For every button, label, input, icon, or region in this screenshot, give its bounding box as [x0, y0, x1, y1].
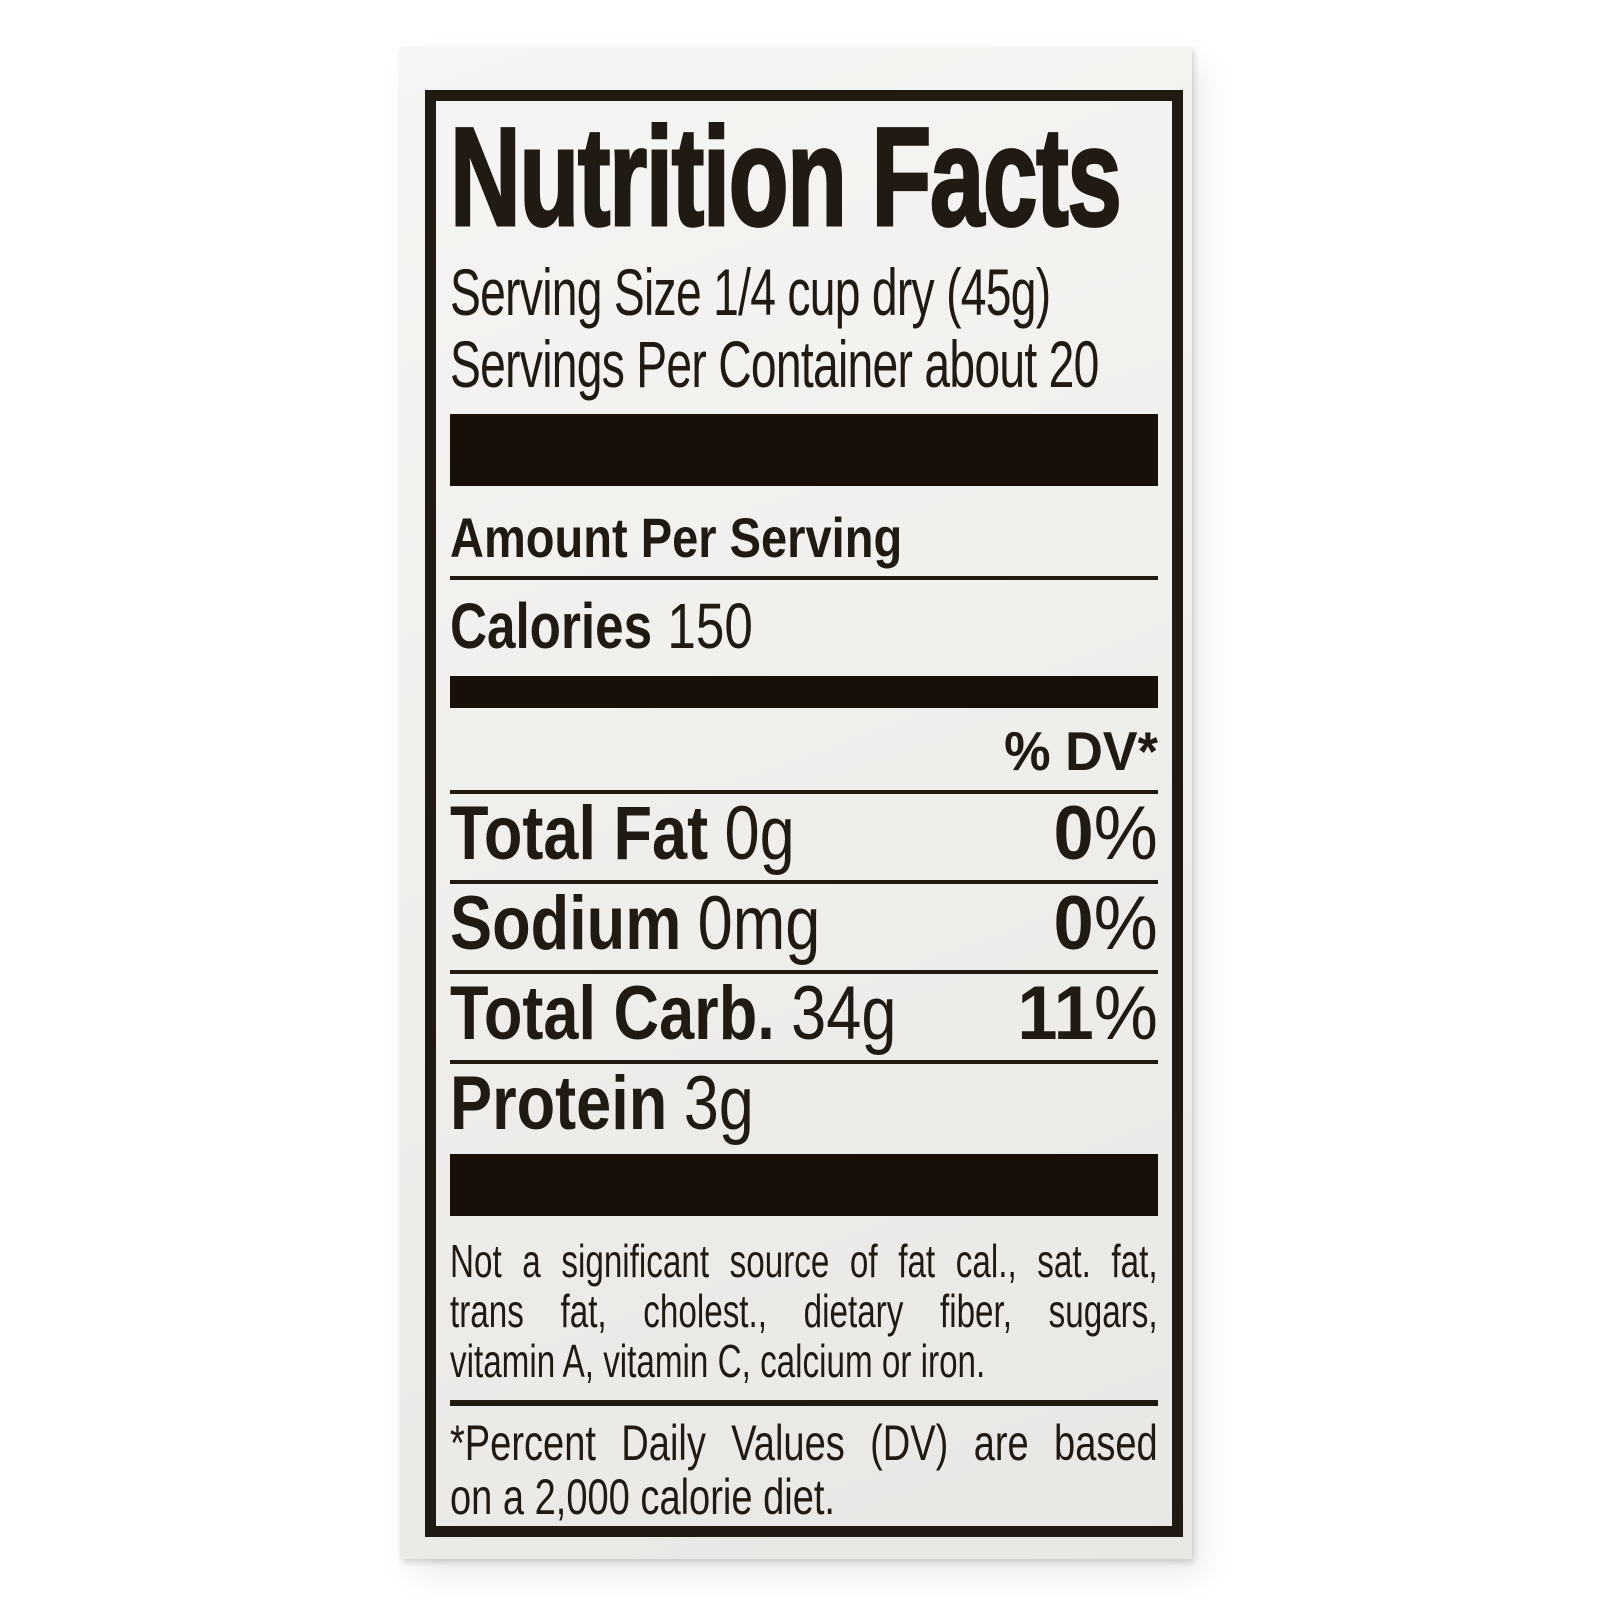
nutrient-row-sodium: Sodium 0mg 0% — [450, 884, 1158, 974]
nutrient-name-amount: Protein 3g — [450, 1065, 754, 1142]
calories-value: 150 — [667, 589, 753, 662]
serving-info: Serving Size 1/4 cup dry (45g) Servings … — [450, 256, 1158, 400]
disclaimer-line: Not a significant source of fat cal., sa… — [450, 1234, 1158, 1287]
daily-value-header: % DV* — [1004, 719, 1158, 782]
amount-per-serving-heading: Amount Per Serving — [450, 505, 903, 569]
panel-content: Nutrition Facts Serving Size 1/4 cup dry… — [436, 101, 1172, 1526]
nutrient-name: Total Fat — [450, 790, 709, 876]
daily-value-footnote: *Percent Daily Values (DV) are based on … — [450, 1416, 1158, 1524]
nutrient-row-protein: Protein 3g — [450, 1064, 1158, 1150]
dv-number: 11 — [1017, 970, 1094, 1056]
percent-sign: % — [1093, 790, 1158, 876]
disclaimer-line: vitamin A, vitamin C, calcium or iron. — [450, 1334, 986, 1387]
nutrient-amount: 0g — [724, 790, 795, 876]
nutrient-name: Total Carb. — [450, 970, 775, 1056]
calories-row: Calories 150 — [450, 590, 1016, 662]
nutrition-facts-panel: Nutrition Facts Serving Size 1/4 cup dry… — [425, 90, 1183, 1537]
nutrient-daily-value: 11% — [1017, 975, 1158, 1052]
nutrient-name: Protein — [450, 1060, 668, 1146]
nutrient-name-amount: Total Fat 0g — [450, 795, 795, 872]
separator-bar-medium — [450, 675, 1158, 708]
label-paper: Nutrition Facts Serving Size 1/4 cup dry… — [400, 47, 1192, 1559]
footnote-line: *Percent Daily Values (DV) are based — [450, 1414, 1158, 1471]
nutrient-daily-value: 0% — [1054, 885, 1158, 962]
dv-number: 0 — [1053, 790, 1094, 876]
calories-label: Calories — [450, 589, 653, 662]
disclaimer-paragraph: Not a significant source of fat cal., sa… — [450, 1236, 1158, 1386]
nutrient-amount: 0mg — [697, 880, 821, 966]
nutrient-name-amount: Total Carb. 34g — [450, 975, 896, 1052]
serving-size-line: Serving Size 1/4 cup dry (45g) — [450, 254, 1051, 329]
nutrient-row-total-fat: Total Fat 0g 0% — [450, 794, 1158, 884]
servings-per-container-line: Servings Per Container about 20 — [450, 326, 1099, 401]
disclaimer-line: trans fat, cholest., dietary fiber, suga… — [450, 1284, 1158, 1337]
panel-title: Nutrition Facts — [449, 101, 1123, 255]
percent-sign: % — [1093, 970, 1158, 1056]
dv-number: 0 — [1053, 880, 1094, 966]
nutrient-name-amount: Sodium 0mg — [450, 885, 820, 962]
percent-sign: % — [1093, 880, 1158, 966]
separator-bar-thick-bottom — [450, 1153, 1158, 1216]
nutrient-name: Sodium — [450, 880, 682, 966]
divider-rule — [450, 789, 1158, 794]
footnote-line: on a 2,000 calorie diet. — [450, 1468, 836, 1525]
nutrient-daily-value: 0% — [1054, 795, 1158, 872]
divider-rule — [450, 575, 1158, 580]
nutrient-amount: 34g — [791, 970, 897, 1056]
nutrient-row-total-carb: Total Carb. 34g 11% — [450, 974, 1158, 1064]
nutrient-amount: 3g — [683, 1060, 754, 1146]
footnote-divider-rule — [450, 1399, 1158, 1406]
separator-bar-thick — [450, 413, 1158, 486]
